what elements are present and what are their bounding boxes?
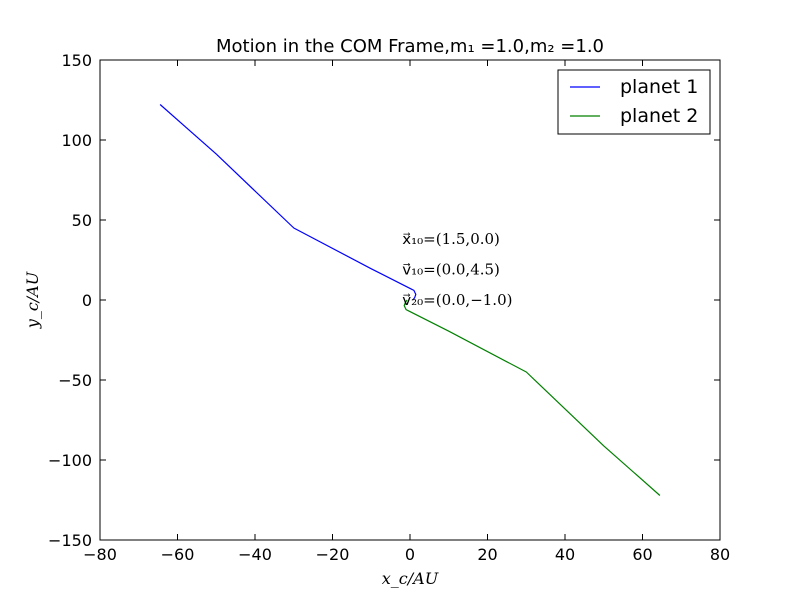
legend-frame bbox=[557, 69, 711, 135]
annotation-initial-condition-3: v⃗₂₀=(0.0,−1.0) bbox=[402, 291, 512, 309]
legend-label-planet-1: planet 1 bbox=[620, 76, 698, 98]
y-axis-label: y_c/AU bbox=[23, 271, 42, 329]
annotation-layer: x⃗₁₀=(1.5,0.0) v⃗₁₀=(0.0,4.5) v⃗₂₀=(0.0,−1… bbox=[402, 230, 512, 309]
series-line-planet-1 bbox=[159, 104, 417, 301]
x-tick-label: −80 bbox=[83, 545, 117, 564]
y-tick-label: 0 bbox=[82, 291, 92, 310]
y-tick-label: 150 bbox=[61, 51, 92, 70]
x-axis-label: x_c/AU bbox=[382, 569, 439, 588]
x-tick-label: −40 bbox=[238, 545, 272, 564]
y-tick-label: 50 bbox=[72, 211, 92, 230]
series-line-planet-2 bbox=[403, 299, 661, 496]
y-tick-label: −150 bbox=[48, 531, 92, 550]
x-tick-label: −20 bbox=[316, 545, 350, 564]
y-tick-label: −50 bbox=[58, 371, 92, 390]
x-tick-label: −60 bbox=[161, 545, 195, 564]
y-tick-label: −100 bbox=[48, 451, 92, 470]
ticks-layer: −80 −60 −40 −20 0 20 40 60 80 −150 −100 −50 0 50 100 15… bbox=[48, 51, 730, 564]
x-tick-label: 0 bbox=[405, 545, 415, 564]
x-tick-label: 20 bbox=[477, 545, 497, 564]
annotation-initial-condition-1: x⃗₁₀=(1.5,0.0) bbox=[402, 230, 500, 248]
series-layer bbox=[159, 104, 661, 496]
x-tick-label: 80 bbox=[710, 545, 730, 564]
legend: planet 1 planet 2 bbox=[557, 69, 711, 135]
chart-title: Motion in the COM Frame,m₁ =1.0,m₂ =1.0 bbox=[216, 36, 604, 57]
x-tick-label: 40 bbox=[555, 545, 575, 564]
legend-label-planet-2: planet 2 bbox=[620, 105, 698, 127]
y-tick-label: 100 bbox=[61, 131, 92, 150]
annotation-initial-condition-2: v⃗₁₀=(0.0,4.5) bbox=[402, 261, 500, 279]
x-tick-label: 60 bbox=[632, 545, 652, 564]
